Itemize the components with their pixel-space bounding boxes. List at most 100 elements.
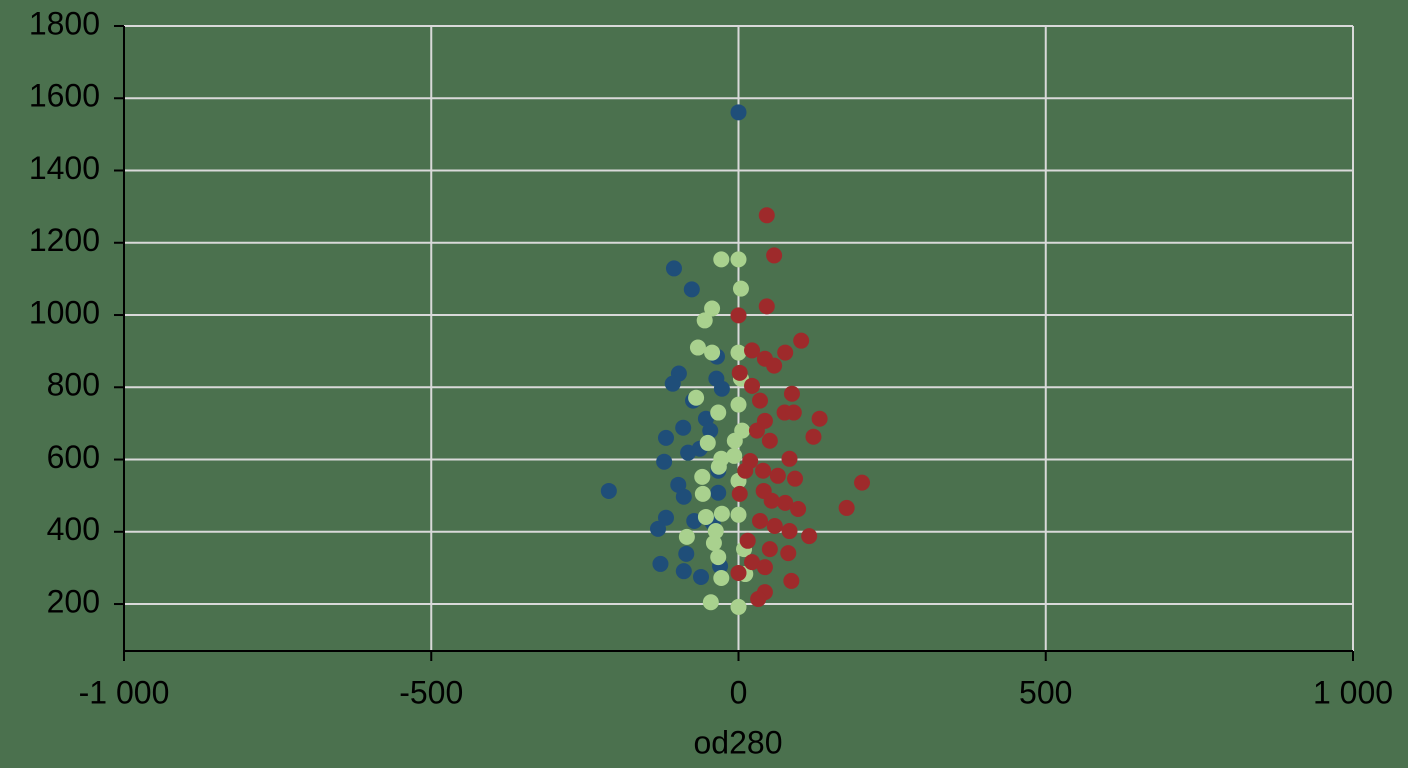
point	[777, 494, 794, 511]
point	[730, 251, 747, 268]
point	[683, 281, 700, 298]
point	[730, 307, 747, 324]
point	[783, 385, 800, 402]
point	[756, 559, 773, 576]
point	[713, 570, 730, 587]
point	[755, 462, 772, 479]
point	[710, 549, 727, 566]
point	[781, 450, 798, 467]
x-tick-label: 500	[1019, 674, 1072, 710]
point	[838, 499, 855, 516]
point	[730, 396, 747, 413]
point	[713, 251, 730, 268]
x-tick-label: -500	[399, 674, 463, 710]
point	[707, 523, 724, 540]
point	[758, 298, 775, 315]
point	[744, 377, 761, 394]
point	[726, 432, 743, 449]
point	[785, 404, 802, 421]
point	[811, 410, 828, 427]
y-tick-label: 1800	[29, 5, 100, 41]
point	[694, 485, 711, 502]
point	[769, 467, 786, 484]
point	[670, 476, 687, 493]
point	[730, 344, 747, 361]
point	[652, 555, 669, 572]
y-tick-label: 1600	[29, 78, 100, 114]
x-tick-label: 0	[730, 674, 748, 710]
y-tick-label: 400	[47, 511, 100, 547]
axes: 200 400 600 800 1000 1200 1400 1600 1800 -1 000 -5…	[29, 5, 1393, 710]
y-tick-label: 1200	[29, 222, 100, 258]
point	[761, 541, 778, 558]
point	[702, 594, 719, 611]
point	[739, 532, 756, 549]
point	[675, 488, 692, 505]
point	[688, 389, 705, 406]
point	[704, 300, 721, 317]
point	[675, 563, 692, 580]
x-tick-label: 1 000	[1313, 674, 1393, 710]
point	[665, 260, 682, 277]
point	[705, 534, 722, 551]
point	[689, 339, 706, 356]
point	[730, 598, 747, 615]
point	[731, 364, 748, 381]
point	[732, 280, 749, 297]
point	[748, 422, 765, 439]
point	[761, 432, 778, 449]
point	[710, 404, 727, 421]
point	[710, 458, 727, 475]
point	[787, 470, 804, 487]
point	[699, 434, 716, 451]
point	[793, 332, 810, 349]
point	[780, 545, 797, 562]
point	[713, 380, 730, 397]
y-tick-label: 200	[47, 583, 100, 619]
y-tick-label: 800	[47, 367, 100, 403]
point	[702, 422, 719, 439]
point	[752, 512, 769, 529]
point	[657, 429, 674, 446]
point	[650, 520, 667, 537]
point	[730, 564, 747, 581]
point	[730, 506, 747, 523]
point	[744, 342, 761, 359]
point	[854, 474, 871, 491]
point	[752, 392, 769, 409]
point	[766, 247, 783, 264]
point	[678, 528, 695, 545]
point	[758, 207, 775, 224]
point	[678, 545, 695, 562]
x-axis-label: od280	[694, 724, 783, 760]
point	[750, 590, 767, 607]
point	[781, 523, 798, 540]
point	[697, 508, 714, 525]
point	[693, 568, 710, 585]
x-tick-label: -1 000	[79, 674, 170, 710]
point	[777, 344, 794, 361]
point	[730, 104, 747, 121]
point	[664, 375, 681, 392]
point	[766, 357, 783, 374]
point	[696, 312, 713, 329]
point	[801, 528, 818, 545]
point	[805, 428, 822, 445]
point	[710, 484, 727, 501]
point	[713, 505, 730, 522]
point	[763, 492, 780, 509]
point	[731, 485, 748, 502]
point	[600, 482, 617, 499]
point	[744, 554, 761, 571]
y-tick-label: 600	[47, 439, 100, 475]
point	[675, 419, 692, 436]
y-tick-label: 1400	[29, 150, 100, 186]
point	[680, 444, 697, 461]
point	[737, 462, 754, 479]
point	[694, 468, 711, 485]
point	[783, 572, 800, 589]
points	[600, 104, 871, 615]
